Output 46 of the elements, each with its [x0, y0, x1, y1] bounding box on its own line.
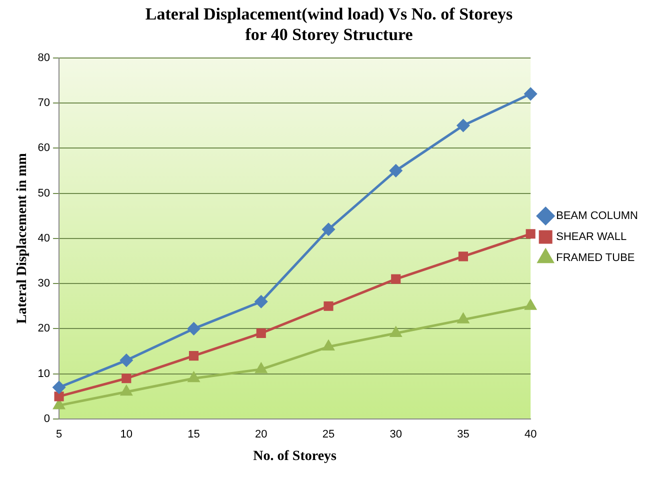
- y-tick-label: 10: [38, 368, 50, 380]
- point: [188, 351, 199, 361]
- point: [524, 88, 537, 100]
- point: [458, 313, 469, 324]
- y-tick-label: 0: [44, 413, 50, 426]
- point: [120, 386, 132, 396]
- point: [254, 295, 268, 308]
- y-tick-label: 30: [38, 278, 50, 290]
- y-tick-label: 80: [38, 52, 50, 64]
- point: [324, 301, 334, 311]
- legend-label: BEAM COLUMN: [556, 210, 638, 222]
- x-tick-label: 10: [120, 428, 133, 441]
- x-tick-label: 40: [524, 428, 537, 441]
- x-tick-label: 15: [188, 428, 200, 441]
- x-tick-label: 5: [56, 428, 62, 441]
- y-tick-label: 50: [38, 187, 50, 200]
- point: [52, 381, 66, 394]
- point: [456, 119, 470, 132]
- point: [322, 223, 335, 236]
- point: [391, 274, 401, 284]
- y-tick-label: 20: [38, 322, 50, 335]
- point: [188, 322, 200, 335]
- legend-label: SHEAR WALL: [556, 231, 627, 244]
- point: [322, 340, 334, 351]
- point: [188, 372, 200, 382]
- chart-title: Lateral Displacement(wind load) Vs No. of Storeys for 40 Storey Structure: [145, 4, 513, 44]
- x-tick-label: 30: [390, 428, 402, 441]
- point: [458, 252, 468, 262]
- y-axis-title: Lateral Displacement in mm: [15, 152, 30, 324]
- point: [54, 392, 64, 402]
- x-tick-label: 25: [322, 428, 335, 441]
- point: [390, 326, 402, 337]
- point: [122, 374, 132, 384]
- x-tick-label: 35: [457, 428, 470, 441]
- x-axis-title: No. of Storeys: [253, 449, 338, 464]
- legend-label: FRAMED TUBE: [556, 252, 635, 264]
- y-tick-label: 60: [38, 142, 50, 154]
- point: [526, 229, 536, 239]
- y-tick-label: 40: [38, 232, 50, 244]
- point: [256, 328, 266, 338]
- y-tick-label: 70: [38, 96, 50, 109]
- point: [390, 164, 402, 177]
- point: [256, 363, 267, 374]
- x-tick-label: 20: [255, 428, 268, 441]
- point: [525, 300, 536, 310]
- point: [120, 354, 133, 367]
